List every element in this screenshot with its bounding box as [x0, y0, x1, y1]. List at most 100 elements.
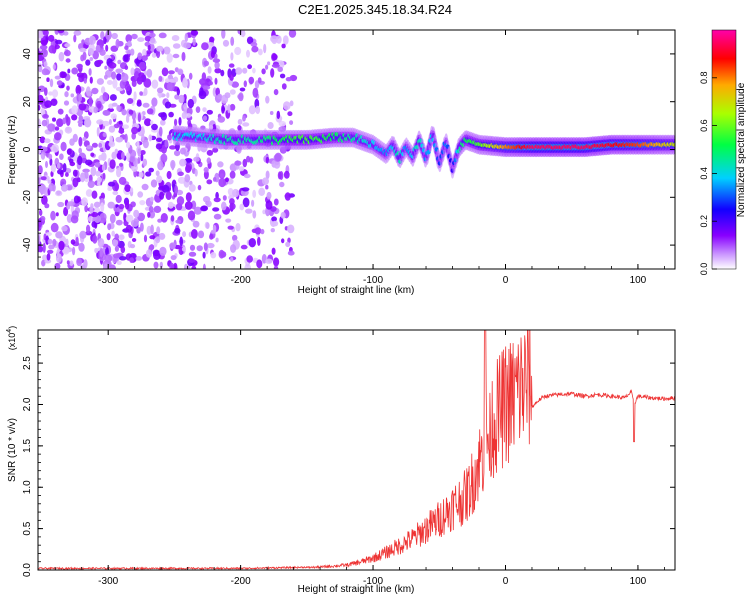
heatmap-noise-cell	[108, 125, 116, 133]
heatmap-noise-cell	[55, 212, 59, 217]
heatmap-noise-cell	[64, 126, 73, 134]
heatmap-noise-cell	[78, 93, 82, 102]
heatmap-noise-cell	[167, 134, 172, 141]
heatmap-noise-cell	[252, 87, 259, 98]
heatmap-noise-cell	[43, 61, 48, 68]
heatmap-noise-cell	[84, 171, 89, 179]
heatmap-noise-cell	[213, 197, 221, 203]
heatmap-noise-cell	[131, 238, 137, 242]
heatmap-noise-cell	[262, 177, 269, 186]
heatmap-noise-cell	[239, 87, 246, 92]
heatmap-noise-cell	[137, 156, 141, 164]
snr-series-line	[38, 330, 675, 570]
heatmap-noise-cell	[40, 39, 48, 46]
snr-multiplier-base: (x10	[7, 333, 17, 351]
heatmap-noise-cell	[55, 231, 63, 239]
heatmap-noise-cell	[150, 179, 158, 188]
heatmap-noise-cell	[120, 246, 126, 254]
heatmap-noise-cell	[73, 34, 77, 43]
heatmap-noise-cell	[94, 215, 101, 223]
heatmap-noise-cell	[151, 52, 157, 58]
heatmap-noise-cell	[65, 172, 69, 177]
heatmap-noise-cell	[287, 111, 293, 117]
heatmap-noise-cell	[170, 159, 176, 169]
heatmap-noise-cell	[276, 110, 281, 120]
heatmap-noise-cell	[179, 236, 183, 247]
heatmap-noise-cell	[153, 261, 159, 269]
heatmap-noise-cell	[51, 144, 59, 153]
heatmap-noise-cell	[229, 170, 236, 179]
heatmap-noise-cell	[270, 68, 275, 78]
heatmap-noise-cell	[133, 91, 137, 101]
heatmap-noise-cell	[206, 200, 212, 208]
heatmap-noise-cell	[260, 228, 265, 235]
heatmap-noise-cell	[203, 242, 208, 251]
heatmap-noise-cell	[118, 162, 124, 167]
heatmap-noise-cell	[227, 104, 231, 114]
heatmap-noise-cell	[118, 176, 127, 185]
heatmap-noise-cell	[281, 238, 285, 244]
x-tick-label: -300	[98, 576, 118, 587]
heatmap-noise-cell	[287, 224, 295, 234]
heatmap-noise-cell	[163, 46, 171, 55]
heatmap-noise-cell	[144, 118, 152, 127]
heatmap-noise-cell	[207, 66, 212, 74]
heatmap-noise-cell	[40, 146, 48, 152]
heatmap-noise-cell	[111, 102, 118, 107]
heatmap-noise-cell	[41, 68, 50, 76]
heatmap-noise-cell	[206, 179, 213, 185]
heatmap-noise-cell	[92, 207, 101, 213]
heatmap-noise-cell	[222, 39, 230, 47]
heatmap-noise-cell	[192, 220, 200, 228]
heatmap-noise-cell	[287, 250, 295, 256]
heatmap-noise-cell	[116, 104, 121, 112]
colorbar-frame	[711, 29, 737, 270]
heatmap-noise-cell	[159, 191, 165, 200]
heatmap-noise-cell	[218, 249, 225, 259]
y-tick-label: 0.0	[22, 563, 33, 577]
heatmap-noise-cell	[124, 133, 128, 143]
heatmap-noise-cell	[234, 160, 242, 166]
heatmap-noise-cell	[72, 246, 76, 256]
heatmap-noise-cell	[271, 53, 278, 61]
heatmap-noise-cell	[220, 173, 224, 178]
heatmap-noise-cell	[48, 183, 55, 192]
heatmap-noise-cell	[269, 111, 274, 115]
heatmap-noise-cell	[136, 76, 143, 85]
heatmap-noise-cell	[174, 227, 181, 234]
y-tick-label: 20	[22, 96, 33, 108]
heatmap-noise-cell	[100, 31, 105, 40]
heatmap-noise-cell	[48, 45, 56, 54]
heatmap-noise-cell	[86, 224, 91, 234]
heatmap-noise-cell	[131, 126, 139, 135]
heatmap-noise-cell	[221, 30, 226, 39]
heatmap-noise-cell	[108, 62, 117, 69]
heatmap-noise-cell	[227, 225, 234, 230]
heatmap-noise-cell	[112, 190, 119, 196]
heatmap-noise-cell	[273, 265, 279, 269]
heatmap-noise-cell	[229, 202, 236, 210]
heatmap-noise-cell	[56, 190, 61, 196]
heatmap-noise-cell	[165, 191, 172, 200]
heatmap-noise-cell	[38, 165, 43, 175]
heatmap-noise-cell	[155, 137, 163, 142]
heatmap-noise-cell	[148, 134, 153, 142]
heatmap-noise-cell	[62, 163, 67, 173]
heatmap-noise-cell	[150, 120, 154, 125]
heatmap-noise-cell	[212, 58, 221, 63]
heatmap-noise-cell	[170, 215, 175, 222]
heatmap-noise-cell	[137, 148, 141, 157]
heatmap-noise-cell	[280, 211, 286, 219]
heatmap-noise-cell	[95, 44, 101, 53]
heatmap-noise-cell	[69, 260, 74, 267]
heatmap-noise-cell	[100, 202, 105, 213]
heatmap-noise-cell	[108, 181, 116, 187]
heatmap-noise-cell	[158, 32, 167, 39]
heatmap-noise-cell	[279, 181, 285, 188]
heatmap-noise-cell	[225, 177, 229, 183]
heatmap-noise-cell	[137, 112, 141, 123]
heatmap-noise-cell	[49, 157, 53, 166]
heatmap-noise-cell	[166, 170, 172, 180]
heatmap-noise-cell	[57, 169, 64, 175]
heatmap-noise-cell	[225, 218, 232, 223]
